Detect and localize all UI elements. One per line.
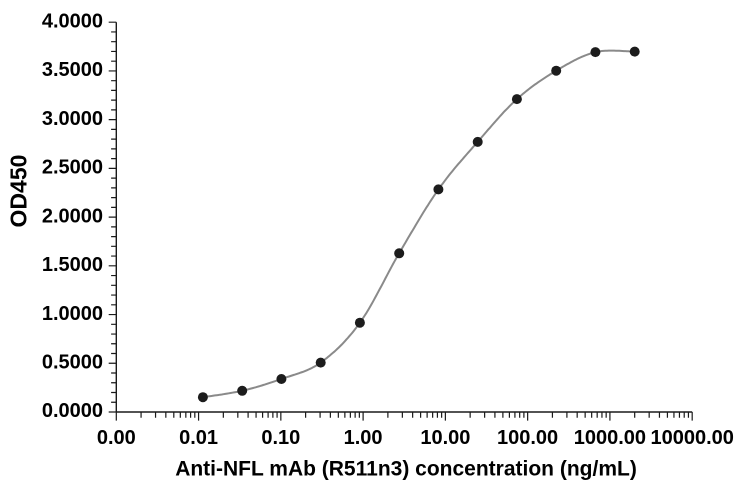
svg-text:0.01: 0.01 [179, 427, 218, 449]
svg-text:10.00: 10.00 [420, 427, 470, 449]
svg-text:2.0000: 2.0000 [42, 205, 103, 227]
svg-text:4.0000: 4.0000 [42, 10, 103, 32]
svg-text:2.5000: 2.5000 [42, 157, 103, 179]
svg-text:3.5000: 3.5000 [42, 59, 103, 81]
svg-text:1.00: 1.00 [344, 427, 383, 449]
svg-text:0.10: 0.10 [261, 427, 300, 449]
svg-text:1.0000: 1.0000 [42, 303, 103, 325]
svg-text:0.5000: 0.5000 [42, 352, 103, 374]
svg-text:10000.00: 10000.00 [650, 427, 733, 449]
svg-text:OD450: OD450 [6, 155, 32, 228]
svg-text:0.00: 0.00 [97, 427, 136, 449]
svg-text:1.5000: 1.5000 [42, 254, 103, 276]
svg-text:Anti-NFL mAb (R511n3) concentr: Anti-NFL mAb (R511n3) concentration (ng/… [175, 458, 637, 481]
svg-text:100.00: 100.00 [497, 427, 558, 449]
svg-text:0.0000: 0.0000 [42, 400, 103, 422]
svg-text:1000.00: 1000.00 [574, 427, 646, 449]
svg-text:3.0000: 3.0000 [42, 108, 103, 130]
